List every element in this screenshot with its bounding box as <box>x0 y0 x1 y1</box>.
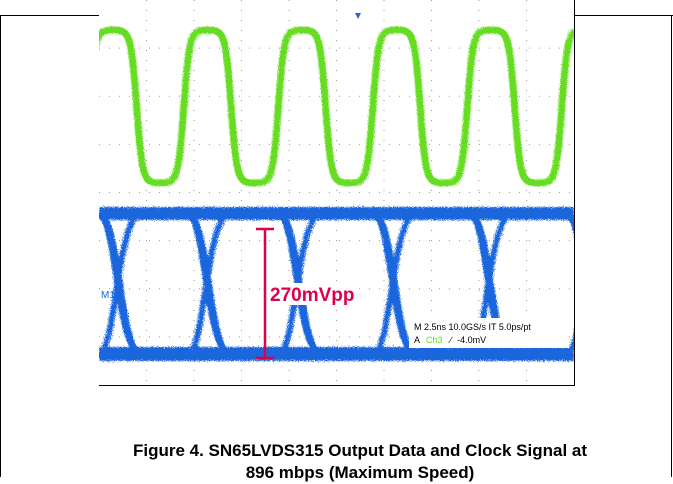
amplitude-label: 270mVpp <box>270 285 354 306</box>
figure-caption: Figure 4. SN65LVDS315 Output Data and Cl… <box>40 440 673 484</box>
eye-crossing <box>99 211 141 357</box>
clock-trace <box>99 26 574 187</box>
eye-crossing <box>567 211 574 229</box>
figure-caption-line-2: 896 mbps (Maximum Speed) <box>245 463 475 482</box>
page-frame-right <box>671 15 672 477</box>
trigger-channel: Ch3 <box>426 335 443 345</box>
figure-caption-line-1: Figure 4. SN65LVDS315 Output Data and Cl… <box>132 441 588 460</box>
amplitude-label-background <box>267 283 355 305</box>
trigger-position-marker <box>355 13 361 19</box>
eye-crossing <box>188 211 230 357</box>
data-eye-trace <box>99 207 574 361</box>
amplitude-marker <box>256 227 274 360</box>
trigger-source-prefix: A <box>414 335 420 345</box>
oscilloscope-display: M1 ← 270mVpp M 2.5ns 10.0GS/s IT 5.0ps/p… <box>99 0 574 385</box>
channel-marker-arrow-icon: ← <box>115 290 125 301</box>
eye-crossing <box>374 211 416 357</box>
readout-background <box>409 318 569 348</box>
trigger-slope-icon: ∕ <box>448 335 453 345</box>
page-frame-left <box>0 15 1 477</box>
eye-crossing <box>564 332 574 357</box>
trigger-level: -4.0mV <box>457 335 486 345</box>
timebase-readout: M 2.5ns 10.0GS/s IT 5.0ps/pt <box>414 322 531 332</box>
oscilloscope-screenshot: M1 ← 270mVpp M 2.5ns 10.0GS/s IT 5.0ps/p… <box>99 0 575 386</box>
trigger-readout: A Ch3 ∕ -4.0mV <box>414 335 486 345</box>
channel-marker-label: M1 <box>101 290 115 301</box>
